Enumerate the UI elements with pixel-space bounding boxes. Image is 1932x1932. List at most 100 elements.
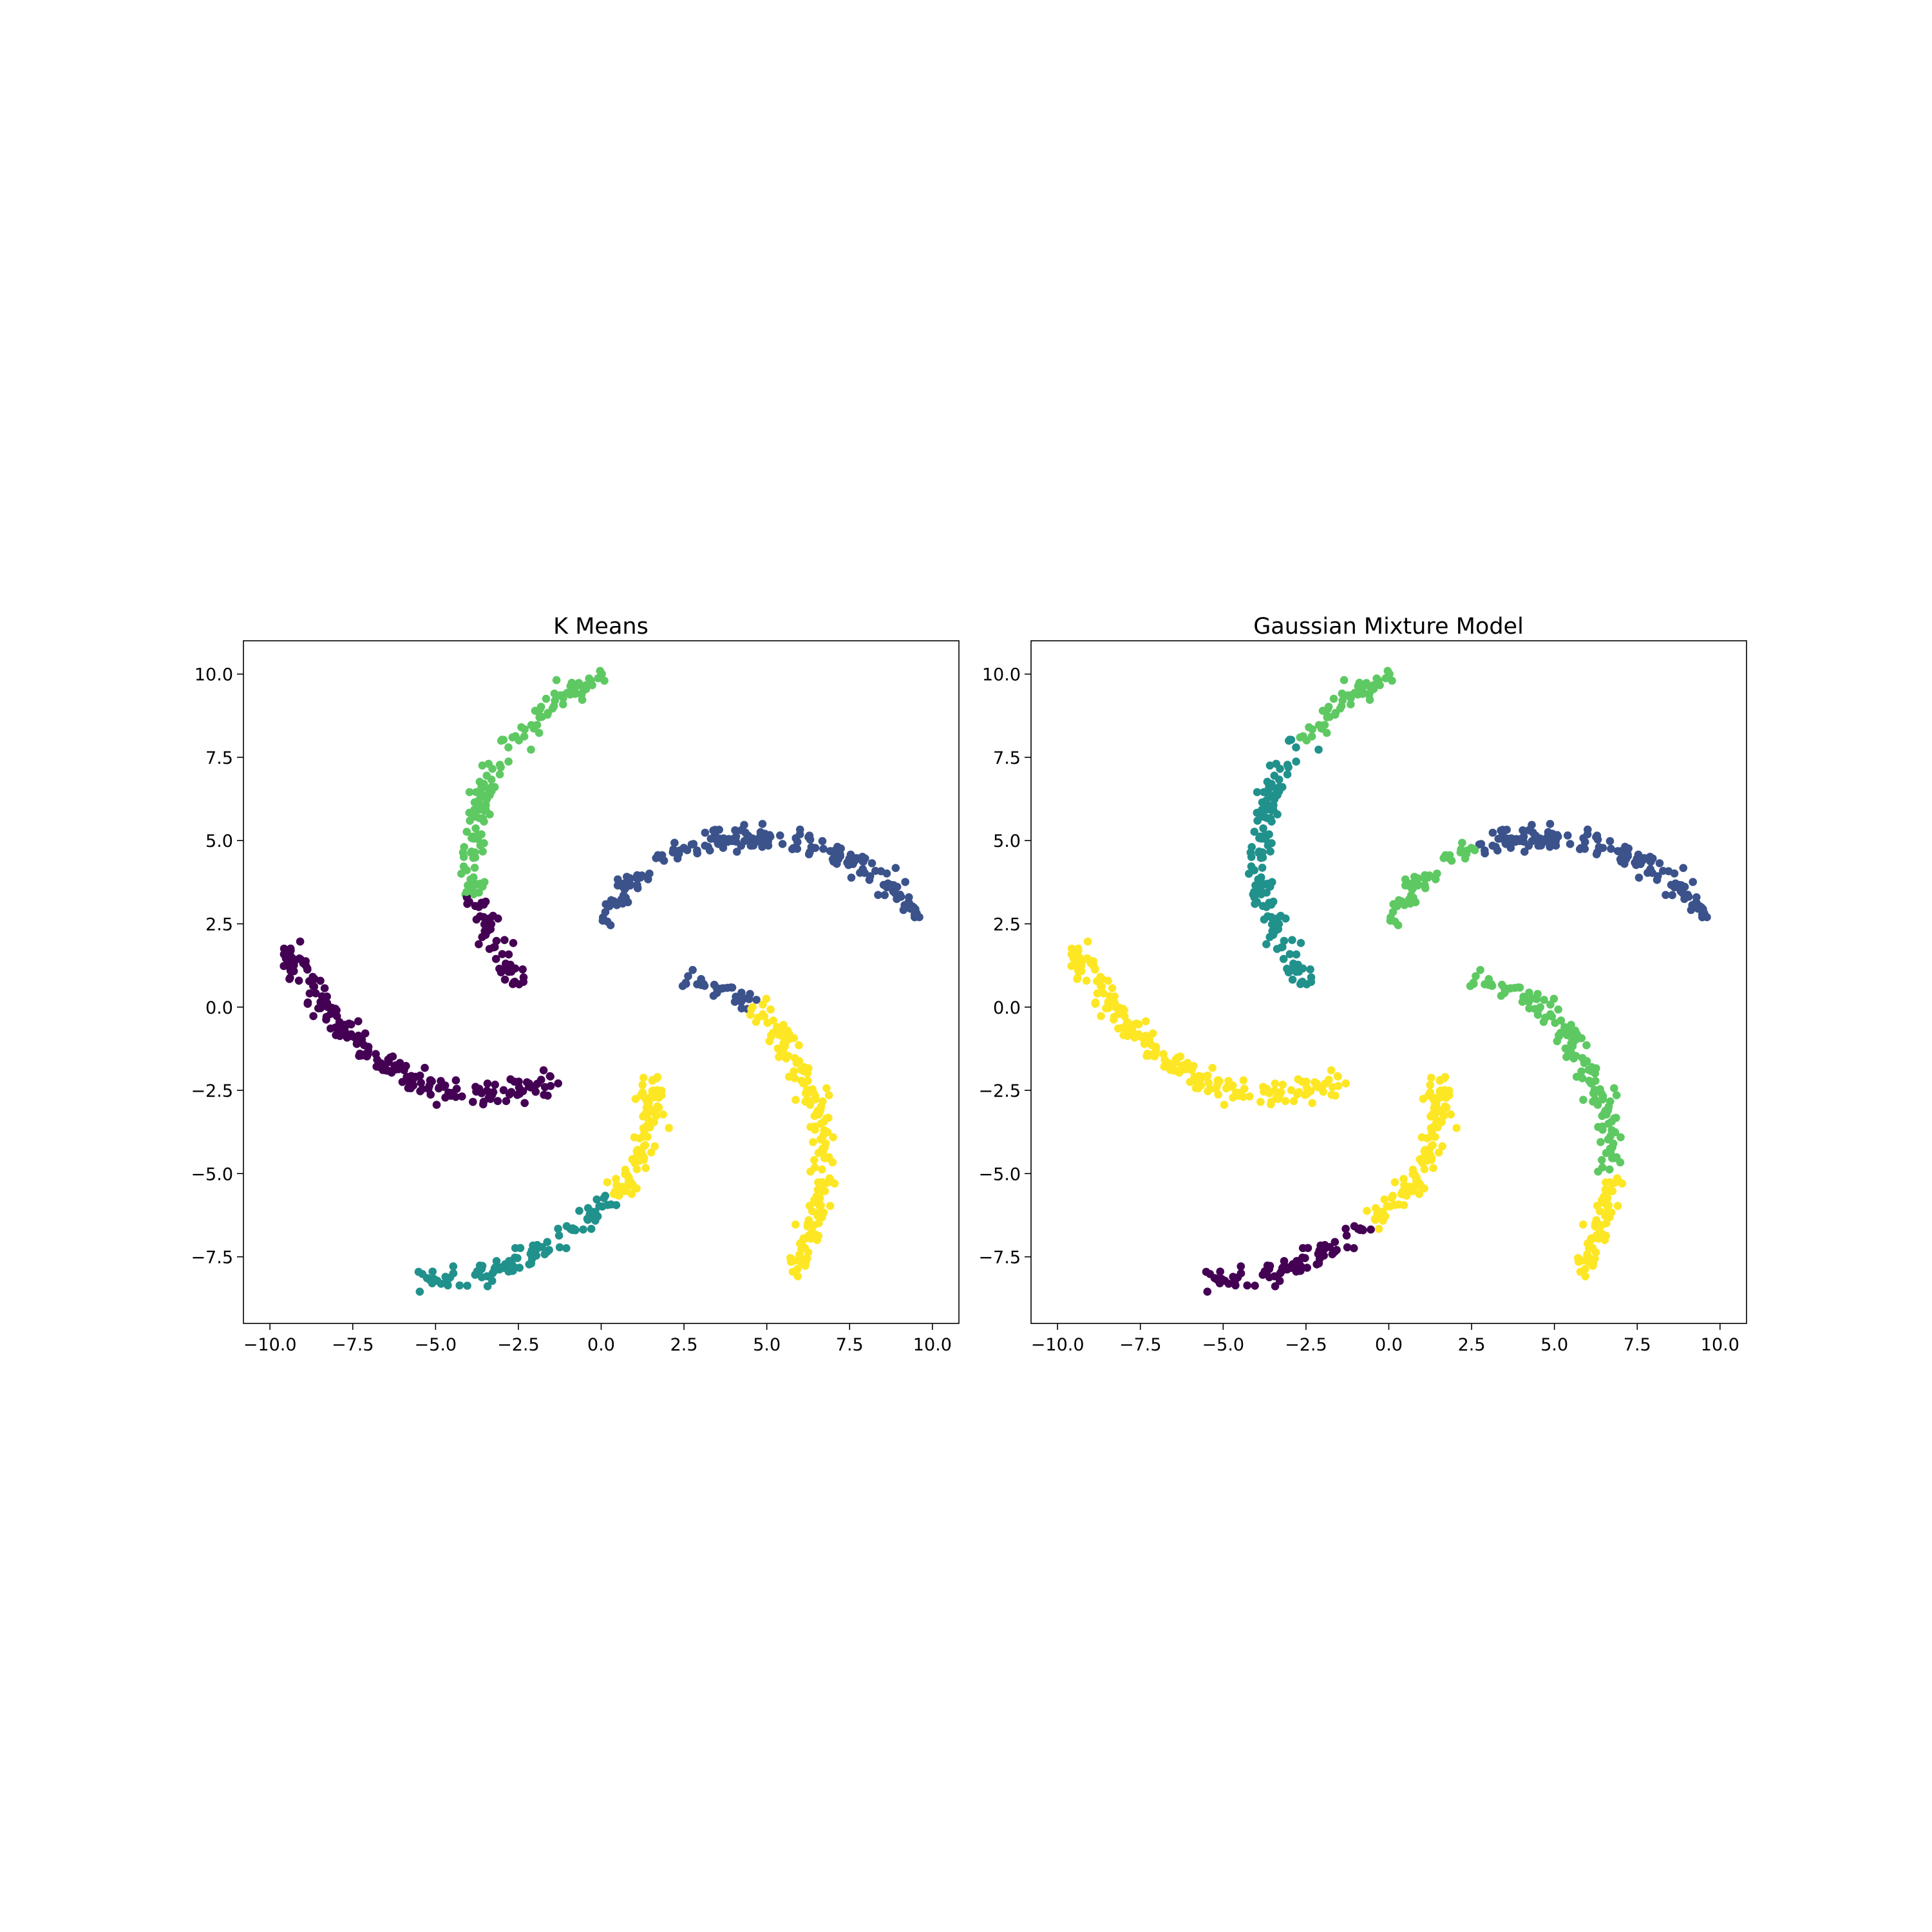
kmeans-point [455, 1281, 464, 1290]
gmm-point [1580, 844, 1589, 853]
kmeans-point [748, 1003, 757, 1012]
kmeans-y-tick-label: 10.0 [194, 665, 233, 685]
kmeans-point [468, 832, 477, 841]
kmeans-point [475, 940, 483, 949]
gmm-point [1217, 1274, 1226, 1283]
kmeans-point [488, 1269, 497, 1278]
kmeans-points [279, 667, 923, 1296]
kmeans-point [826, 1202, 835, 1210]
kmeans-point [799, 1066, 808, 1075]
gmm-point [1292, 950, 1301, 959]
gmm-point [1438, 1142, 1446, 1151]
gmm-point [1108, 984, 1117, 992]
kmeans-point [710, 980, 719, 989]
gmm-point [1258, 864, 1267, 872]
kmeans-point [649, 1086, 658, 1095]
kmeans-point [638, 1081, 647, 1089]
kmeans-point [415, 1287, 424, 1296]
kmeans-point [833, 842, 842, 851]
kmeans-point [740, 820, 748, 829]
kmeans-point [416, 1087, 424, 1095]
gmm-point [1662, 891, 1670, 899]
kmeans-point [759, 1000, 767, 1009]
gmm-point [1069, 954, 1078, 963]
kmeans-point [493, 1097, 502, 1105]
kmeans-point [486, 810, 494, 819]
gmm-point [1073, 974, 1081, 983]
kmeans-point [587, 1224, 596, 1233]
gmm-point [1549, 994, 1558, 1003]
gmm-point [1323, 705, 1332, 714]
kmeans-y-tick-label: 2.5 [205, 915, 233, 935]
gmm-x-tick-label: −7.5 [1119, 1335, 1162, 1355]
kmeans-point [650, 1142, 659, 1151]
gmm-point [1257, 812, 1265, 821]
gmm-point [1148, 1029, 1157, 1037]
kmeans-point [693, 849, 701, 858]
kmeans-point [804, 1216, 813, 1224]
gmm-point [1089, 961, 1098, 970]
gmm-point [1520, 848, 1529, 856]
kmeans-point [533, 1079, 542, 1088]
kmeans-point [482, 793, 491, 802]
gmm-point [1285, 950, 1294, 958]
gmm-point [1458, 838, 1466, 847]
kmeans-point [462, 866, 471, 875]
gmm-x-tick-label: −10.0 [1031, 1335, 1084, 1355]
gmm-point [1258, 902, 1267, 911]
gmm-point [1598, 1156, 1606, 1164]
kmeans-point [900, 901, 909, 909]
kmeans-point [490, 782, 499, 791]
gmm-point [1399, 1201, 1408, 1209]
kmeans-point [483, 1079, 492, 1088]
gmm-point [1528, 820, 1536, 829]
kmeans-point [540, 1250, 549, 1258]
gmm-point [1262, 831, 1271, 839]
kmeans-point [472, 915, 481, 924]
kmeans-point [492, 936, 501, 945]
kmeans-point [732, 992, 740, 1001]
kmeans-point [709, 992, 718, 1000]
gmm-point [1544, 838, 1552, 846]
gmm-point [1374, 1224, 1383, 1233]
kmeans-point [819, 1148, 828, 1157]
gmm-point [1519, 992, 1528, 1001]
kmeans-point [305, 989, 314, 998]
kmeans-point [484, 784, 493, 793]
gmm-point [1592, 833, 1600, 841]
gmm-point [1267, 920, 1276, 929]
gmm-point [1600, 1109, 1609, 1117]
gmm-point [1261, 805, 1270, 814]
gmm-x-tick-label: 10.0 [1701, 1335, 1739, 1355]
gmm-point [1571, 1052, 1580, 1060]
gmm-point [1606, 1097, 1615, 1106]
kmeans-point [520, 1099, 529, 1108]
gmm-point [1274, 1095, 1282, 1103]
kmeans-x-tick-label: 7.5 [836, 1335, 864, 1355]
gmm-point [1554, 1005, 1562, 1014]
gmm-point [1271, 1079, 1280, 1088]
gmm-point [1421, 884, 1430, 893]
gmm-point [1616, 855, 1625, 864]
gmm-point [1105, 992, 1114, 1001]
gmm-point [1442, 1103, 1451, 1112]
kmeans-point [483, 1282, 492, 1291]
kmeans-point [882, 869, 891, 878]
kmeans-point [316, 976, 325, 985]
gmm-point [1577, 1067, 1586, 1075]
kmeans-point [646, 1123, 654, 1132]
kmeans-point [749, 841, 758, 850]
kmeans-point [465, 898, 473, 906]
kmeans-point [617, 895, 626, 904]
kmeans-point [470, 864, 479, 872]
kmeans-point [865, 876, 874, 884]
gmm-point [1566, 840, 1575, 848]
gmm-point [1433, 1106, 1442, 1115]
gmm-point [1267, 839, 1276, 848]
gmm-point [1245, 1092, 1254, 1101]
kmeans-point [478, 933, 486, 942]
gmm-x-axis: −10.0 −7.5 −5.0 −2.5 0.0 2.5 5.0 7.5 10.0 [1031, 1323, 1739, 1355]
gmm-point [1367, 1225, 1375, 1234]
gmm-point [1592, 1216, 1601, 1224]
gmm-point [1276, 1088, 1285, 1097]
